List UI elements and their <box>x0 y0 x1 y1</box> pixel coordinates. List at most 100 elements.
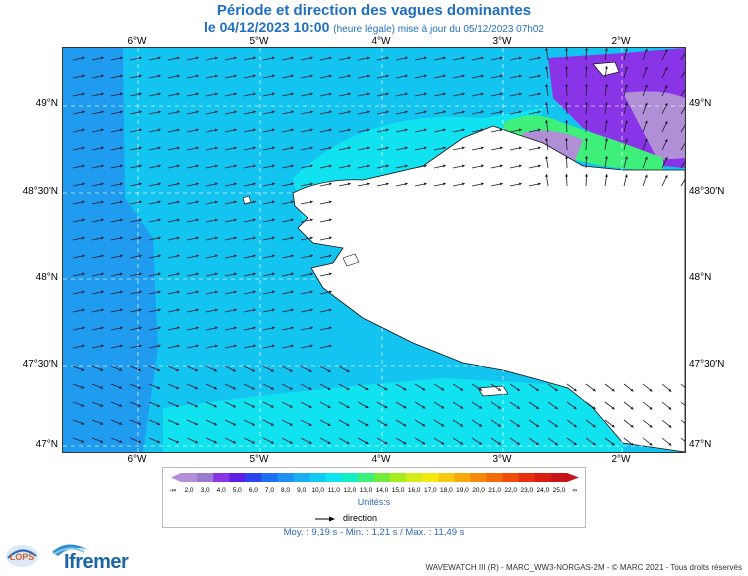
direction-arrow-head <box>518 74 522 78</box>
lon-label-top: 5°W <box>249 36 269 47</box>
direction-arrow-head <box>518 92 522 96</box>
legend-swatch <box>229 473 246 482</box>
direction-arrow-head <box>81 164 85 168</box>
direction-arrow-head <box>176 404 180 408</box>
direction-arrow-head <box>442 110 446 114</box>
direction-arrow-head <box>195 56 199 60</box>
direction-arrow-head <box>194 440 198 444</box>
direction-arrow-head <box>81 421 85 425</box>
direction-arrow-head <box>499 182 503 186</box>
direction-arrow-head <box>214 344 218 348</box>
direction-arrow-head <box>479 405 483 409</box>
direction-arrow-head <box>516 442 520 445</box>
direction-arrow-head <box>480 182 484 186</box>
direction-arrow-head <box>664 139 668 143</box>
legend-tick-label: 14,0 <box>375 487 389 494</box>
direction-arrow-head <box>366 110 370 114</box>
direction-arrow-head <box>138 56 142 60</box>
direction-arrow-head <box>366 128 370 132</box>
direction-arrow-head <box>347 128 351 132</box>
direction-arrow-head <box>545 138 549 141</box>
sea-deep-west <box>63 48 158 452</box>
direction-arrow-head <box>423 128 427 132</box>
direction-arrow-head <box>624 66 628 70</box>
direction-arrow-head <box>384 387 388 391</box>
direction-arrow-head <box>252 218 256 222</box>
direction-arrow-head <box>252 74 256 78</box>
direction-arrow-head <box>119 146 123 150</box>
direction-arrow-head <box>385 92 389 96</box>
direction-arrow-head <box>328 344 332 348</box>
direction-arrow-head <box>290 128 294 132</box>
direction-arrow-head <box>403 387 407 391</box>
direction-arrow-head <box>573 424 577 428</box>
direction-arrow-head <box>252 308 256 312</box>
direction-arrow-head <box>460 405 464 409</box>
legend-tick-label: 20,0 <box>472 487 485 494</box>
direction-arrow-head <box>366 182 370 186</box>
direction-arrow-head <box>100 110 104 114</box>
direction-arrow-head <box>271 236 275 240</box>
legend-tick-label: 7,0 <box>264 487 274 494</box>
direction-arrow-head <box>157 368 161 372</box>
direction-arrow-head <box>564 102 569 105</box>
direction-arrow-head <box>404 182 408 186</box>
legend-swatch <box>486 473 504 482</box>
direction-arrow-head <box>442 182 446 186</box>
direction-arrow-head <box>195 128 199 132</box>
direction-arrow-head <box>233 236 237 240</box>
direction-arrow-head <box>545 66 549 69</box>
direction-arrow-head <box>289 422 293 426</box>
direction-arrow-head <box>309 128 313 132</box>
direction-arrow-head <box>214 236 218 240</box>
legend-tick-label: 5,0 <box>232 487 242 494</box>
direction-arrow-head <box>423 164 427 168</box>
direction-arrow-head <box>271 56 275 60</box>
direction-arrow-head <box>176 326 180 330</box>
direction-arrow-head <box>100 367 104 371</box>
island-ouessant <box>242 195 252 205</box>
direction-arrow-head <box>195 236 199 240</box>
direction-arrow-head <box>630 442 634 446</box>
island-sein <box>342 253 360 267</box>
direction-arrow-head <box>479 387 483 391</box>
direction-arrow-head <box>252 290 256 294</box>
direction-arrow-head <box>308 369 312 372</box>
legend-min-arrow <box>171 473 181 482</box>
direction-arrow-head <box>195 74 199 78</box>
direction-arrow-head <box>252 272 256 276</box>
direction-arrow-head <box>442 164 446 168</box>
direction-arrow-head <box>290 74 294 78</box>
direction-arrow-head <box>516 388 520 391</box>
direction-arrow-head <box>138 344 142 348</box>
color-legend: -∞ 2,0 3,0 4,0 5,0 6,0 7,0 8,0 9,0 10,0 11,0 12,0 13… <box>162 467 586 528</box>
direction-arrow-head <box>328 200 332 204</box>
direction-arrow-head <box>327 405 331 408</box>
direction-arrow-head <box>81 344 85 348</box>
direction-arrow-head <box>157 128 161 132</box>
direction-arrow-head <box>384 423 388 427</box>
lat-label-left: 47°30'N <box>22 359 58 370</box>
direction-arrow-head <box>119 200 123 204</box>
direction-arrow-head <box>119 272 123 276</box>
direction-arrow-head <box>138 164 142 168</box>
direction-arrow-head <box>422 441 426 445</box>
direction-arrow-head <box>328 56 332 60</box>
direction-arrow-head <box>584 84 589 87</box>
direction-arrow-head <box>537 92 541 96</box>
direction-arrow-head <box>499 74 503 78</box>
direction-arrow-head <box>100 92 104 96</box>
direction-arrow-head <box>138 308 142 312</box>
direction-arrow-head <box>271 254 275 258</box>
direction-arrow-head <box>442 146 446 150</box>
direction-arrow-head <box>480 92 484 96</box>
direction-arrow-head <box>442 56 446 60</box>
direction-arrow <box>680 178 685 187</box>
direction-arrow <box>680 401 685 406</box>
direction-arrow-head <box>460 441 464 445</box>
direction-arrow-head <box>584 48 589 51</box>
direction-arrow-head <box>290 326 294 330</box>
direction-arrow-head <box>290 200 294 204</box>
lat-label-right: 48°N <box>689 272 712 283</box>
direction-arrow-head <box>644 84 648 88</box>
